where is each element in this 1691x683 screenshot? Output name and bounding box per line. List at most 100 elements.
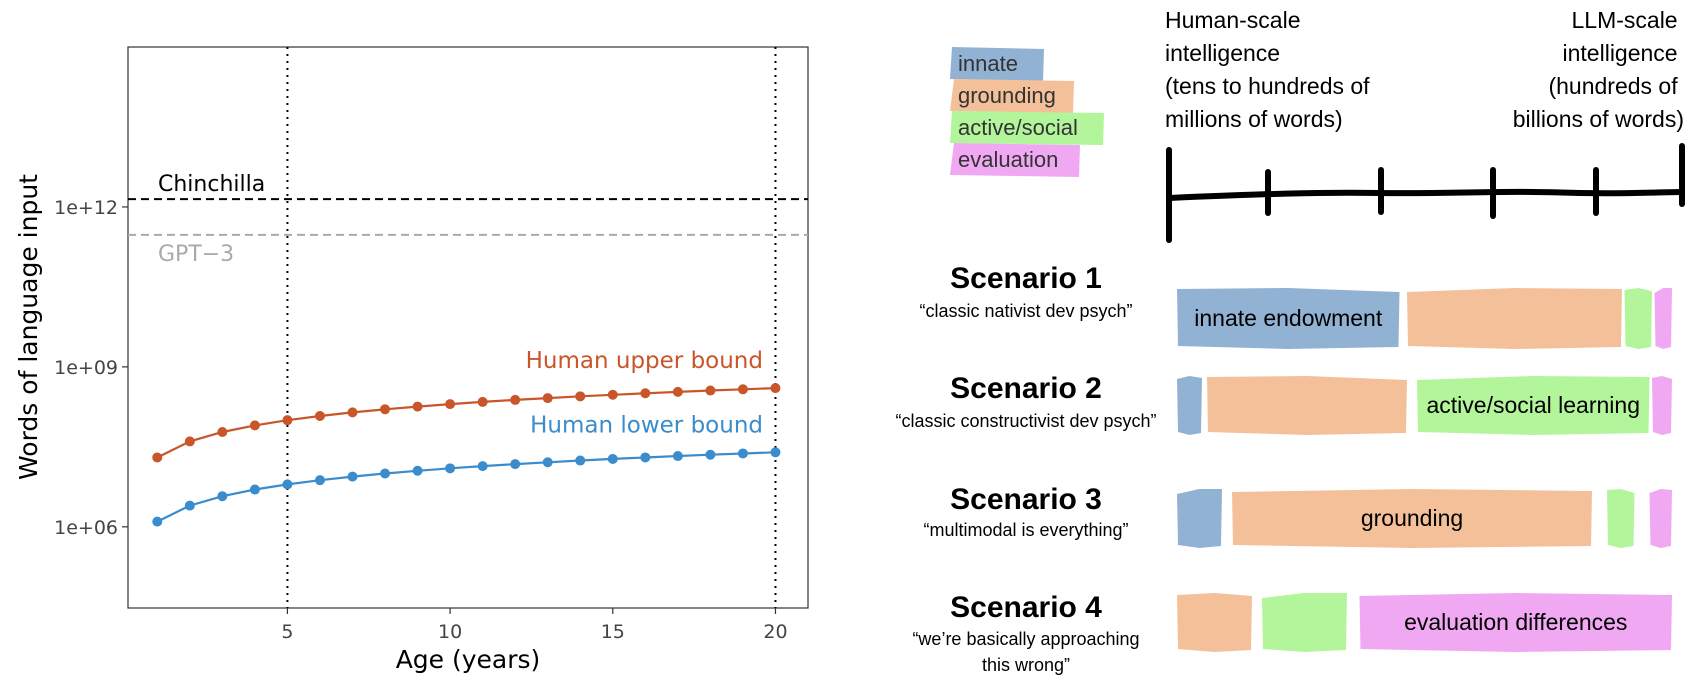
- scenario-subtitle: “classic constructivist dev psych”: [895, 411, 1156, 431]
- legend-swatch-active-social: [950, 111, 1104, 145]
- llm-scale-line: (hundreds of: [1548, 73, 1678, 99]
- human-lower-bound-point: [672, 451, 683, 462]
- scale-baseline: [1166, 188, 1685, 201]
- human-upper-bound-point: [705, 385, 716, 396]
- human-lower-bound-point: [217, 491, 228, 502]
- human-scale-label: Human-scale intelligence (tens to hundre…: [1165, 7, 1376, 132]
- human-upper-bound-line: [156, 387, 776, 459]
- scenario-bar-innate: [1177, 288, 1400, 349]
- scenario-3: Scenario 3 “multimodal is everything” grou…: [923, 483, 1672, 548]
- human-lower-bound-point: [607, 453, 618, 464]
- scenario-diagram: innate grounding active/social evaluation H…: [895, 7, 1685, 675]
- human-upper-bound-point: [184, 436, 195, 447]
- scenario-subtitle: “we’re basically approaching: [912, 629, 1139, 649]
- scenario-bar-grounding: [1177, 593, 1252, 652]
- llm-scale-line: billions of words): [1513, 106, 1684, 132]
- human-lower-bound-point: [542, 457, 553, 468]
- y-axis-title: Words of language input: [14, 174, 43, 480]
- y-tick-label: 1e+06: [54, 517, 118, 539]
- scenario-subtitle: “multimodal is everything”: [923, 520, 1128, 540]
- llm-scale-label: LLM-scale intelligence (hundreds of bill…: [1513, 7, 1684, 132]
- human-upper-bound-point: [542, 393, 553, 404]
- human-lower-bound-point: [477, 461, 488, 472]
- plot-panel-border: [127, 46, 809, 609]
- human-upper-bound-point: [770, 383, 781, 394]
- human-upper-bound-point: [412, 401, 423, 412]
- human-upper-bound-point: [380, 404, 391, 415]
- x-axis-ticks: 5 10 15 20: [281, 608, 788, 643]
- scenario-bar-label: innate endowment: [1194, 305, 1383, 331]
- scenario-bar-active-social: [1262, 593, 1347, 652]
- y-tick-label: 1e+12: [54, 197, 118, 219]
- series-group: Human upper bound Human lower bound: [152, 348, 781, 527]
- y-tick-label: 1e+09: [54, 357, 118, 379]
- human-upper-bound-point: [282, 415, 293, 426]
- human-upper-bound-point: [510, 394, 521, 405]
- legend-label-evaluation: evaluation: [958, 147, 1058, 172]
- scenario-title: Scenario 2: [950, 372, 1102, 405]
- scenario-1: Scenario 1 “classic nativist dev psych” in…: [919, 262, 1672, 349]
- human-upper-bound-point: [607, 389, 618, 400]
- x-tick-label: 5: [281, 621, 293, 643]
- human-lower-bound-point: [347, 471, 358, 482]
- scenario-title: Scenario 4: [950, 591, 1102, 624]
- scenario-bar-evaluation: [1649, 489, 1672, 548]
- x-tick-label: 20: [763, 621, 787, 643]
- human-upper-bound-point: [575, 391, 586, 402]
- llm-scale-line: LLM-scale: [1572, 7, 1678, 33]
- human-upper-bound-point: [347, 407, 358, 418]
- human-lower-bound-point: [184, 500, 195, 511]
- hand-drawn-scale: [1166, 143, 1685, 243]
- scenario-bar-grounding: [1207, 376, 1407, 435]
- scenario-4: Scenario 4 “we’re basically approaching th…: [912, 591, 1672, 675]
- human-upper-bound-point: [477, 396, 488, 407]
- human-lower-bound-point: [380, 468, 391, 479]
- legend-label-active-social: active/social: [958, 115, 1078, 140]
- scenario-bar-grounding: [1232, 489, 1592, 548]
- human-scale-line: (tens to hundreds of: [1165, 73, 1370, 99]
- gpt-3-label: GPT−3: [158, 242, 234, 267]
- legend-label-grounding: grounding: [958, 83, 1056, 108]
- x-tick-label: 15: [601, 621, 625, 643]
- scenario-bar-evaluation: [1359, 593, 1672, 652]
- human-upper-bound-point: [249, 420, 260, 431]
- x-tick-label: 10: [438, 621, 462, 643]
- scenario-bar-grounding: [1407, 288, 1622, 349]
- reference-vlines: [286, 47, 777, 608]
- human-lower-bound-point: [249, 484, 260, 495]
- human-upper-bound-point: [445, 399, 456, 410]
- reference-hlines: Chinchilla GPT−3: [128, 172, 808, 267]
- human-upper-bound-label: Human upper bound: [526, 348, 763, 374]
- human-lower-bound-point: [152, 516, 163, 527]
- human-lower-bound-point: [314, 475, 325, 486]
- human-upper-bound-point: [314, 410, 325, 421]
- legend-swatch-evaluation: [950, 143, 1080, 177]
- human-scale-line: millions of words): [1165, 106, 1343, 132]
- scenario-bar-label: evaluation differences: [1404, 609, 1627, 635]
- scenario-bar-evaluation: [1652, 376, 1672, 435]
- human-upper-bound-point: [217, 427, 228, 438]
- scenario-bar-active-social: [1607, 489, 1635, 548]
- scenario-bar-label: grounding: [1361, 505, 1463, 531]
- legend-label-innate: innate: [958, 51, 1018, 76]
- human-lower-bound-point: [412, 465, 423, 476]
- y-axis-ticks: 1e+06 1e+09 1e+12: [54, 197, 128, 539]
- human-lower-bound-line: [156, 451, 776, 523]
- human-lower-bound-point: [575, 455, 586, 466]
- scenario-bar-innate: [1177, 489, 1222, 548]
- human-lower-bound-point: [282, 479, 293, 490]
- legend-swatch-innate: [950, 47, 1044, 81]
- chinchilla-label: Chinchilla: [158, 172, 265, 197]
- human-lower-bound-point: [640, 452, 651, 463]
- scenario-bar-active-social: [1417, 376, 1650, 435]
- human-lower-bound-point: [770, 447, 781, 458]
- human-upper-bound-point: [640, 388, 651, 399]
- human-lower-bound-point: [510, 459, 521, 470]
- category-legend: innate grounding active/social evaluation: [950, 47, 1104, 177]
- scenario-bar-active-social: [1624, 288, 1652, 349]
- scenario-bar-evaluation: [1654, 288, 1672, 349]
- legend-swatch-grounding: [950, 79, 1074, 113]
- human-upper-bound-point: [672, 386, 683, 397]
- scenario-bar-innate: [1177, 376, 1202, 435]
- scenario-bar-label: active/social learning: [1426, 392, 1640, 418]
